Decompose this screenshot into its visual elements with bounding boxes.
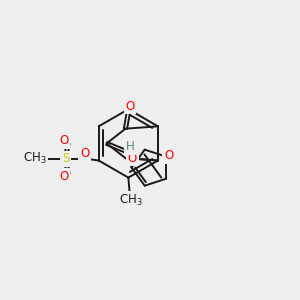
Text: O: O xyxy=(125,100,135,113)
Text: CH$_3$: CH$_3$ xyxy=(23,151,46,166)
Text: H: H xyxy=(126,140,135,153)
Text: O: O xyxy=(128,152,137,165)
Text: O: O xyxy=(164,149,173,162)
Text: O: O xyxy=(59,170,68,183)
Text: O: O xyxy=(59,134,68,147)
Text: S: S xyxy=(62,152,69,165)
Text: O: O xyxy=(80,147,89,160)
Text: CH$_3$: CH$_3$ xyxy=(119,193,142,208)
